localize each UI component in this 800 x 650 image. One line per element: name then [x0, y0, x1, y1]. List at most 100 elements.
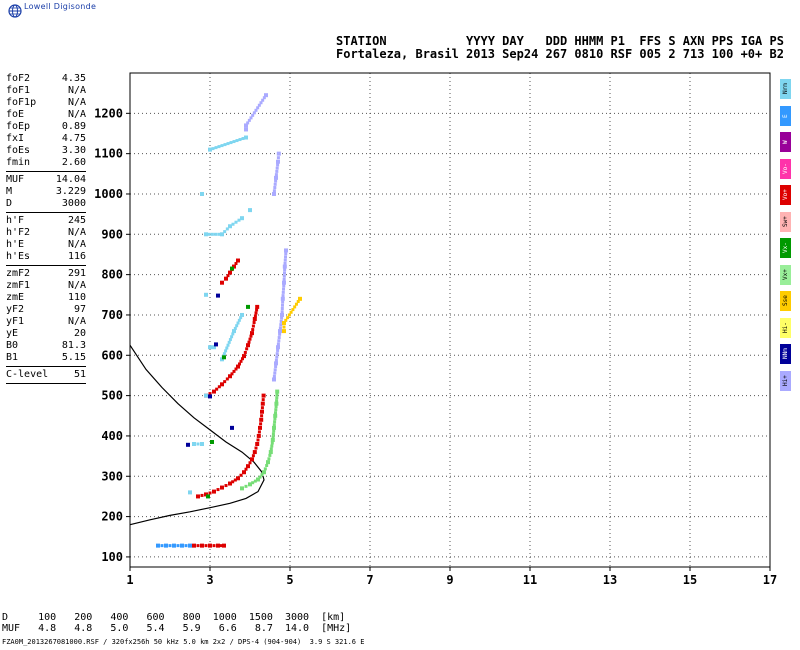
echo-point — [217, 232, 221, 236]
y-tick-label: 400 — [101, 429, 123, 443]
x-tick-label: 13 — [603, 573, 617, 587]
echo-point — [204, 393, 208, 398]
echo-point — [239, 473, 243, 477]
echo-point — [239, 359, 243, 363]
echo-point — [269, 447, 273, 451]
echo-point — [256, 438, 260, 442]
echo-point — [273, 186, 277, 190]
echo-point — [276, 163, 280, 167]
echo-point — [236, 258, 240, 263]
echo-point — [236, 364, 240, 369]
param-value: 51 — [73, 369, 86, 380]
x-tick-label: 17 — [763, 573, 777, 587]
echo-point — [273, 413, 278, 418]
x-tick-label: 11 — [523, 573, 537, 587]
echo-point — [228, 338, 232, 342]
param-value: 4.35 — [61, 73, 86, 84]
param-row: C-level 51 — [6, 369, 86, 381]
echo-point — [208, 392, 212, 396]
param-value: 97 — [73, 304, 86, 315]
echo-point — [168, 544, 172, 548]
echo-point — [235, 139, 239, 143]
echo-point — [270, 437, 275, 442]
echo-point — [284, 252, 288, 256]
echo-point — [206, 494, 210, 499]
echo-point — [176, 544, 180, 548]
echo-point — [274, 411, 277, 415]
param-key: zmF2 — [6, 268, 31, 279]
echo-point — [212, 345, 216, 350]
echo-point — [192, 543, 196, 548]
echo-point — [247, 118, 251, 122]
legend-item: Vo- — [780, 158, 791, 179]
echo-point — [277, 339, 281, 343]
echo-point — [230, 372, 234, 376]
echo-point — [220, 357, 224, 362]
echo-point — [298, 296, 302, 301]
echo-point — [251, 481, 255, 485]
param-row: zmE 110 — [6, 292, 86, 304]
globe-icon — [8, 3, 22, 22]
param-key: zmE — [6, 292, 25, 303]
echo-point — [271, 432, 275, 436]
echo-point — [275, 352, 279, 356]
param-key: MUF — [6, 174, 25, 185]
echo-point — [294, 302, 298, 306]
param-row: B1 5.15 — [6, 352, 86, 364]
echo-point — [252, 111, 256, 115]
y-tick-label: 800 — [101, 268, 123, 282]
param-row: h'F2 N/A — [6, 227, 86, 239]
echo-point — [188, 490, 192, 495]
echo-point — [196, 544, 200, 548]
param-key: yE — [6, 328, 19, 339]
legend-item: Vo+ — [780, 185, 791, 205]
echo-point — [282, 287, 286, 291]
echo-point — [242, 354, 246, 359]
echo-point — [226, 274, 230, 278]
param-value: 291 — [67, 268, 86, 279]
echo-point — [273, 182, 277, 186]
echo-point — [244, 127, 248, 132]
echo-point — [215, 387, 219, 391]
param-separator — [6, 265, 86, 266]
param-separator — [6, 366, 86, 367]
echo-point — [283, 261, 287, 265]
param-separator — [6, 171, 86, 172]
echo-point — [236, 476, 240, 481]
legend-item: Sw+ — [780, 211, 791, 232]
echo-point — [208, 394, 212, 399]
echo-point — [284, 255, 288, 259]
echo-point — [219, 544, 223, 548]
param-key: yF2 — [6, 304, 25, 315]
echo-point — [277, 336, 281, 340]
param-value: 3000 — [61, 198, 86, 209]
param-key: yF1 — [6, 316, 25, 327]
param-key: D — [6, 198, 13, 209]
echo-point — [228, 481, 232, 486]
echo-point — [244, 123, 248, 128]
echo-point — [186, 442, 190, 447]
param-value: N/A — [67, 97, 86, 108]
echo-point — [260, 401, 265, 406]
y-tick-label: 700 — [101, 308, 123, 322]
param-key: M — [6, 186, 13, 197]
param-row: h'E N/A — [6, 239, 86, 251]
echo-point — [255, 308, 259, 312]
echo-point — [260, 473, 264, 477]
echo-point — [259, 101, 263, 105]
echo-point — [272, 429, 276, 433]
echo-point — [223, 143, 227, 147]
echo-point — [224, 276, 228, 281]
echo-point — [278, 332, 282, 336]
y-tick-label: 100 — [101, 550, 123, 564]
echo-point — [212, 389, 216, 394]
echo-point — [273, 417, 277, 421]
echo-point — [232, 264, 236, 269]
y-axis-ticks: 100 200 300 400 500 600 700 800 900 1000 1100 1200 — [94, 106, 130, 564]
echo-point — [255, 304, 260, 309]
param-value: N/A — [67, 227, 86, 238]
echo-point — [256, 477, 260, 482]
echo-point — [246, 464, 250, 469]
echo-point — [246, 343, 250, 348]
